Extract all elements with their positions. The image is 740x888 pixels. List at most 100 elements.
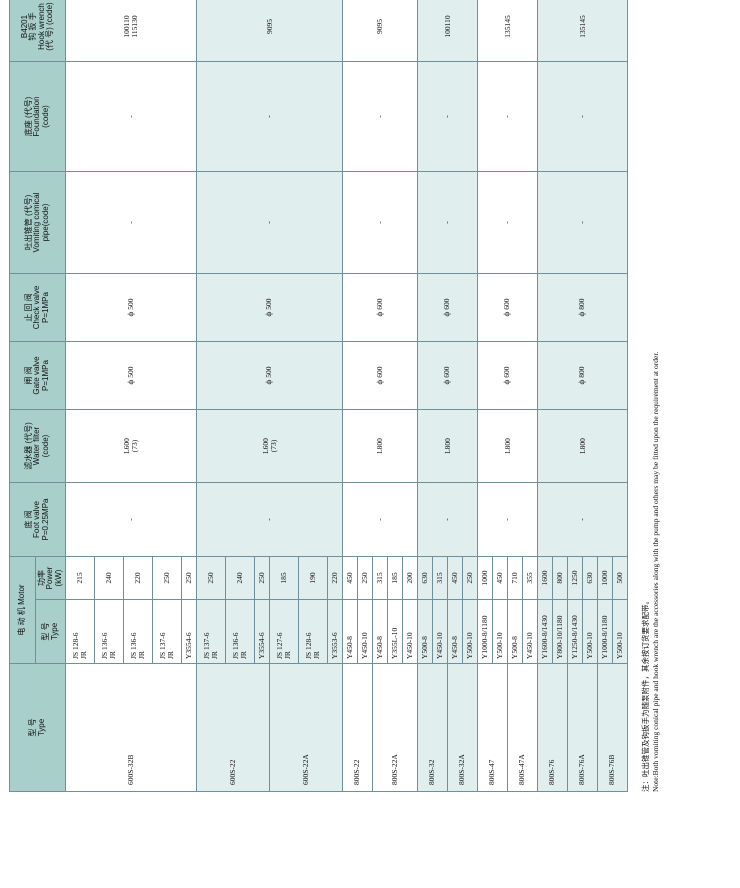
motor-power-cell: 185 [269, 556, 299, 600]
motor-type-cell: Y355L-10 [387, 599, 403, 664]
foundation-cell: - [537, 61, 628, 172]
motor-power-cell: 1600 [537, 556, 553, 600]
motor-type-cell: Y1000-8/1180 [477, 599, 493, 664]
motor-type-cell: JS 136-6 JR [123, 599, 153, 664]
cell-text-line: L800 [375, 438, 385, 454]
cell-text-line: JR [283, 651, 292, 659]
check-valve-cell: ф 800 [537, 273, 628, 342]
motor-power-cell: 250 [152, 556, 182, 600]
motor-power-cell: 250 [462, 556, 478, 600]
cell-text-line: JR [210, 651, 219, 659]
hook-wrench-cell: 9095 [196, 0, 343, 62]
motor-type-cell: Y500-10 [612, 599, 628, 664]
model-cell: 800S-47A [507, 663, 538, 792]
gate-valve-cell: ф 800 [537, 341, 628, 410]
check-valve-cell: ф 600 [417, 273, 478, 342]
cell-text-line: Y800-10/1180 [555, 615, 565, 659]
cell-text-line: JR [137, 651, 146, 659]
model-cell: 800S-76B [597, 663, 628, 792]
motor-type-cell: Y1000-8/1180 [597, 599, 613, 664]
motor-power-cell: 1000 [477, 556, 493, 600]
cell-text-line: JR [79, 651, 88, 659]
cell-text-line: Y450-10 [435, 632, 445, 659]
header-motor-type: 型 号 Type [35, 599, 66, 664]
motor-power-cell: 1250 [567, 556, 583, 600]
table-row: 800S-47 Y1000-8/1180 1000- L800 ф 600 ф 600- -… [477, 0, 538, 792]
cell-text-line: 9095 [375, 19, 385, 34]
motor-power-cell: 315 [432, 556, 448, 600]
motor-power-cell: 250 [254, 556, 270, 600]
motor-power-cell: 220 [327, 556, 343, 600]
gate-valve-cell: ф 600 [417, 341, 478, 410]
header-foundation: 底座 (代号) Foundation (code) [9, 61, 66, 172]
conical-pipe-cell: - [196, 171, 343, 274]
cell-text-line: Y1600-8/1430 [540, 615, 550, 659]
model-cell: 800S-22 [342, 663, 373, 792]
table-body: 600S-32B JS 128-6 JR 215- L600 (73) ф 500 ф 500… [65, 0, 628, 792]
table-row: 600S-22 JS 137-6 JR 250- L600 (73) ф 500 ф 500-… [196, 0, 343, 792]
motor-power-cell: 710 [507, 556, 523, 600]
motor-power-cell: 250 [181, 556, 197, 600]
gate-valve-cell: ф 500 [196, 341, 343, 410]
cell-text-line: L800 [442, 438, 452, 454]
motor-type-cell: JS 127-6 JR [269, 599, 299, 664]
table-row: 800S-32 Y500-8 630- L800 ф 600 ф 600- -100110 [417, 0, 478, 792]
conical-pipe-cell: - [477, 171, 538, 274]
table-row: 800S-22 Y450-8 450- L800 ф 600 ф 600- -9095 [342, 0, 418, 792]
conical-pipe-cell: - [537, 171, 628, 274]
foundation-cell: - [65, 61, 197, 172]
header-motor: 电 动 机 Motor [9, 556, 36, 664]
motor-type-cell: Y500-8 [507, 599, 523, 664]
cell-text-line: Y1250-8/1430 [570, 615, 580, 659]
motor-type-cell: JS 128-6 JR [298, 599, 328, 664]
header-foot-valve: 底 阀 Foot valve P=0.25MPa [9, 482, 66, 557]
header-check-valve: 止 回 阀 Check valve P=1MPa [9, 273, 66, 342]
motor-type-cell: JS 137-6 JR [152, 599, 182, 664]
motor-power-cell: 1000 [597, 556, 613, 600]
cell-text-line: Y500-10 [585, 632, 595, 659]
cell-text-line: JR [239, 651, 248, 659]
conical-pipe-cell: - [65, 171, 197, 274]
cell-text-line: Y500-10 [465, 632, 475, 659]
header-gate-valve: 闸 阀 Gate valve P=1MPa [9, 341, 66, 410]
motor-power-cell: 185 [387, 556, 403, 600]
motor-type-cell: Y500-10 [492, 599, 508, 664]
motor-type-cell: Y1250-8/1430 [567, 599, 583, 664]
motor-power-cell: 500 [612, 556, 628, 600]
hook-wrench-cell: 9095 [342, 0, 418, 62]
cell-text-line: Y355L-10 [390, 627, 400, 659]
cell-text-line: Y450-10 [405, 632, 415, 659]
water-filter-cell: L800 [417, 409, 478, 483]
water-filter-cell: L600 (73) [65, 409, 197, 483]
motor-type-cell: Y450-10 [402, 599, 418, 664]
cell-text-line: (73) [130, 439, 139, 453]
table-row: 600S-32B JS 128-6 JR 215- L600 (73) ф 500 ф 500… [65, 0, 197, 792]
motor-power-cell: 250 [196, 556, 226, 600]
motor-power-cell: 240 [94, 556, 124, 600]
header-hook-wrench: B4201 钩 扳 手 Hook wrench (代 号) (code) [9, 0, 66, 62]
gate-valve-cell: ф 500 [65, 341, 197, 410]
note-en: Note:Both vomiting conical pipe and hook… [651, 351, 660, 792]
cell-text-line: Y3554-6 [184, 632, 194, 659]
cell-text-line: Y450-10 [525, 632, 535, 659]
motor-type-cell: Y450-10 [432, 599, 448, 664]
motor-power-cell: 190 [298, 556, 328, 600]
model-cell: 800S-22A [372, 663, 418, 792]
check-valve-cell: ф 500 [196, 273, 343, 342]
gate-valve-cell: ф 600 [477, 341, 538, 410]
cell-text-line: Y3554-6 [257, 632, 267, 659]
header-motor-power: 功率 Power (kW) [35, 556, 66, 600]
check-valve-cell: ф 600 [477, 273, 538, 342]
motor-power-cell: 315 [372, 556, 388, 600]
cell-text-line: JR [108, 651, 117, 659]
conical-pipe-cell: - [417, 171, 478, 274]
foot-valve-cell: - [537, 482, 628, 557]
cell-text-line: 100110 [442, 15, 452, 38]
motor-type-cell: Y3554-6 [254, 599, 270, 664]
foundation-cell: - [477, 61, 538, 172]
cell-text-line: 9095 [264, 19, 274, 34]
motor-type-cell: JS 136-6 JR [225, 599, 255, 664]
motor-power-cell: 630 [417, 556, 433, 600]
motor-power-cell: 450 [342, 556, 358, 600]
